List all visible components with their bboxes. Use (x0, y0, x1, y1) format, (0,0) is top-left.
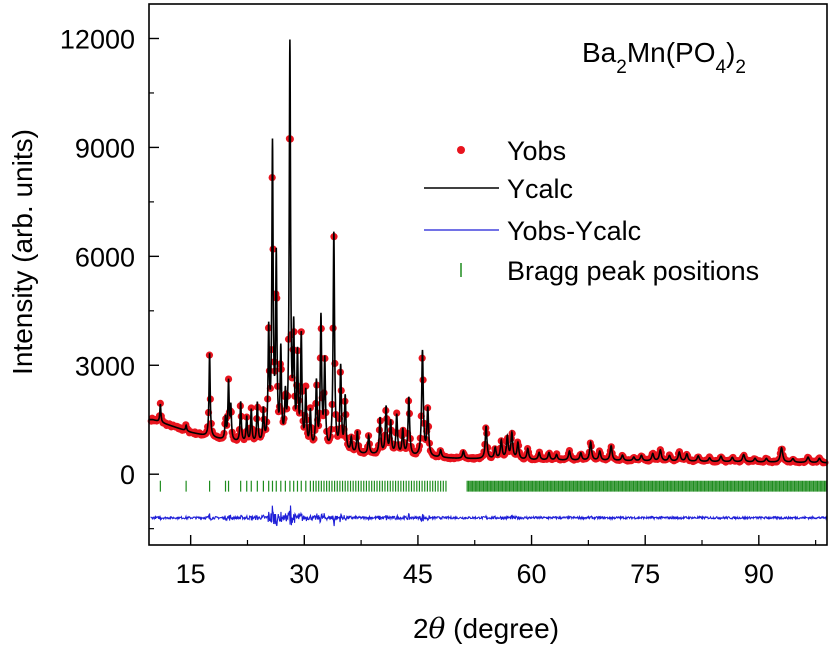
yobs-point (247, 404, 255, 412)
yobs-point (156, 399, 164, 407)
compound-formula: Ba2Mn(PO4)2 (582, 37, 746, 78)
difference-line (150, 505, 828, 527)
x-tick-label: 75 (630, 559, 660, 589)
bragg-ticks-layer (159, 480, 827, 492)
legend-label-bragg: Bragg peak positions (507, 256, 759, 286)
ycalc-line-layer (148, 39, 828, 464)
x-tick-label: 15 (176, 559, 206, 589)
y-tick-label: 0 (120, 460, 135, 490)
yobs-point (393, 409, 401, 417)
y-tick-label: 6000 (75, 242, 135, 272)
x-tick-label: 45 (403, 559, 433, 589)
ycalc-line (148, 39, 828, 464)
yobs-points-layer (147, 135, 829, 467)
x-tick-label: 90 (744, 559, 774, 589)
legend-marker-yobs (457, 146, 465, 154)
x-tick-label: 30 (289, 559, 319, 589)
legend: Yobs Ycalc Yobs-Ycalc Bragg peak positio… (424, 136, 759, 286)
x-axis-title: 2θ (degree) (413, 612, 559, 645)
axes-layer: 15 30 45 60 75 90 0 3000 6000 9000 12000 (60, 3, 828, 589)
x-tick-label: 60 (517, 559, 547, 589)
y-tick-label: 12000 (60, 24, 135, 54)
legend-label-ycalc: Ycalc (507, 174, 573, 204)
legend-label-difference: Yobs-Ycalc (507, 216, 641, 246)
yobs-point (306, 404, 314, 412)
y-tick-label: 3000 (75, 351, 135, 381)
y-axis-title: Intensity (arb. units) (7, 129, 38, 375)
plot-frame (148, 3, 828, 546)
y-tick-label: 9000 (75, 133, 135, 163)
yobs-point (302, 382, 310, 390)
compound-annotation: Ba2Mn(PO4)2 (582, 37, 746, 78)
legend-label-yobs: Yobs (507, 136, 566, 166)
difference-line-layer (150, 505, 828, 527)
